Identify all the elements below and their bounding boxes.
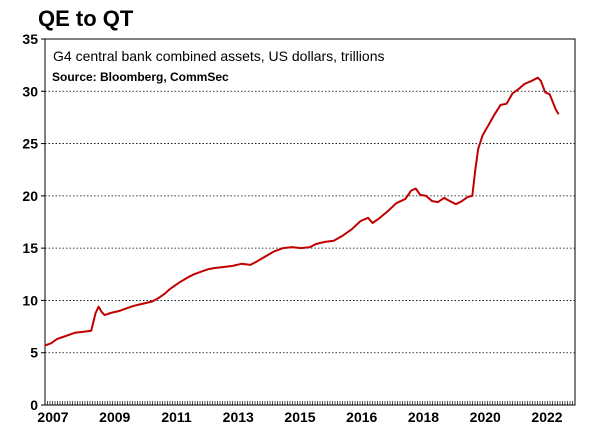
chart-source: Source: Bloomberg, CommSec — [52, 70, 229, 84]
x-tick-label: 2011 — [161, 409, 192, 425]
series-line — [44, 76, 560, 347]
x-axis-ticks: 2007 2009 2011 2013 2015 2016 2018 2020 2022 — [37, 401, 576, 425]
y-tick-label: 15 — [22, 240, 38, 256]
x-tick-label: 2020 — [470, 409, 501, 425]
x-tick-label: 2018 — [408, 409, 439, 425]
y-tick-label: 25 — [22, 136, 38, 152]
y-tick-label: 0 — [30, 397, 38, 413]
y-tick-label: 5 — [30, 345, 38, 361]
y-tick-label: 30 — [22, 83, 38, 99]
x-tick-label: 2022 — [531, 409, 562, 425]
grid-lines — [45, 90, 575, 354]
chart-subtitle: G4 central bank combined assets, US doll… — [53, 48, 384, 64]
y-tick-label: 20 — [22, 188, 38, 204]
chart-title: QE to QT — [38, 6, 134, 31]
x-tick-label: 2009 — [99, 409, 130, 425]
y-tick-label: 10 — [22, 292, 38, 308]
x-tick-label: 2007 — [37, 409, 68, 425]
plot-frame — [44, 38, 576, 406]
y-tick-label: 35 — [22, 31, 38, 47]
x-tick-label: 2016 — [346, 409, 377, 425]
x-tick-label: 2013 — [223, 409, 254, 425]
x-tick-label: 2015 — [284, 409, 315, 425]
y-axis-ticks: 0 5 10 15 20 25 30 35 — [22, 31, 45, 413]
